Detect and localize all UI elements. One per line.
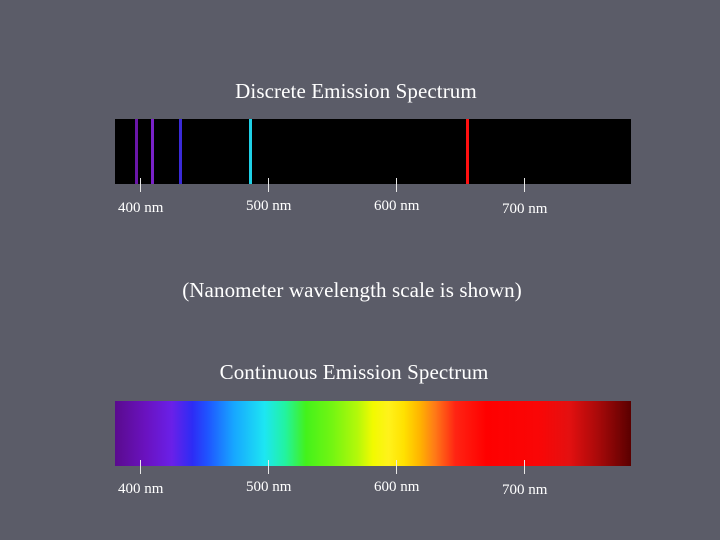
continuous-tick-label-600: 600 nm bbox=[374, 479, 420, 495]
discrete-spectrum-strip bbox=[115, 119, 631, 184]
discrete-tick-500 bbox=[268, 178, 269, 192]
continuous-spectrum-strip bbox=[115, 401, 631, 466]
emission-line-656nm bbox=[466, 119, 470, 184]
discrete-spectrum-title: Discrete Emission Spectrum bbox=[235, 79, 477, 103]
discrete-tick-label-400: 400 nm bbox=[118, 200, 164, 216]
discrete-tick-label-700: 700 nm bbox=[502, 201, 548, 217]
continuous-tick-700 bbox=[524, 460, 525, 474]
continuous-tick-400 bbox=[140, 460, 141, 474]
discrete-tick-400 bbox=[140, 178, 141, 192]
emission-line-486nm bbox=[248, 119, 252, 184]
emission-line-410nm bbox=[151, 119, 155, 184]
continuous-tick-600 bbox=[396, 460, 397, 474]
continuous-tick-500 bbox=[268, 460, 269, 474]
discrete-tick-700 bbox=[524, 178, 525, 192]
scale-note: (Nanometer wavelength scale is shown) bbox=[182, 278, 522, 302]
continuous-tick-label-700: 700 nm bbox=[502, 482, 548, 498]
emission-line-432nm bbox=[179, 119, 183, 184]
continuous-tick-label-500: 500 nm bbox=[246, 479, 292, 495]
discrete-tick-label-600: 600 nm bbox=[374, 198, 420, 214]
emission-line-397nm bbox=[134, 119, 138, 184]
discrete-tick-label-500: 500 nm bbox=[246, 198, 292, 214]
continuous-tick-label-400: 400 nm bbox=[118, 481, 164, 497]
discrete-tick-600 bbox=[396, 178, 397, 192]
continuous-spectrum-title: Continuous Emission Spectrum bbox=[219, 360, 489, 384]
